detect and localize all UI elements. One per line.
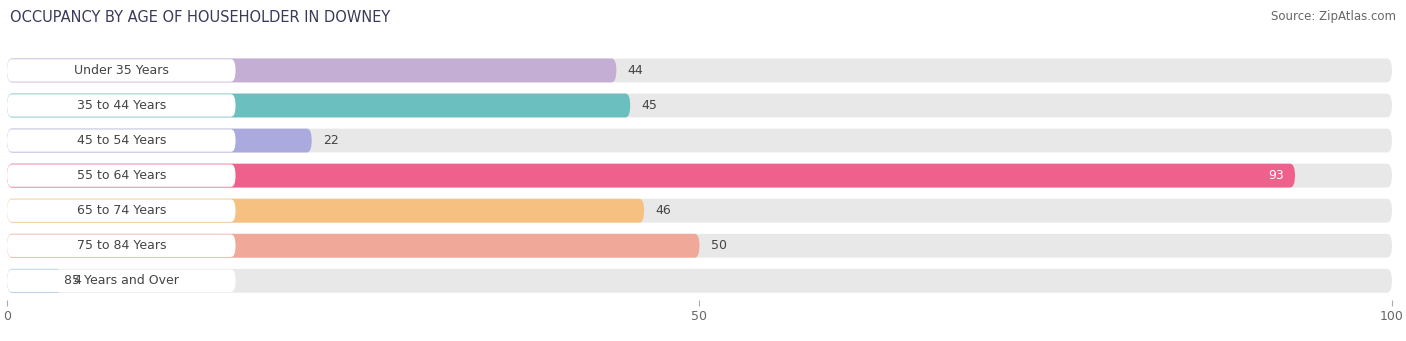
FancyBboxPatch shape: [7, 94, 236, 117]
FancyBboxPatch shape: [7, 93, 1392, 117]
Text: 46: 46: [655, 204, 671, 217]
Text: 35 to 44 Years: 35 to 44 Years: [77, 99, 166, 112]
Text: 44: 44: [627, 64, 643, 77]
Text: 75 to 84 Years: 75 to 84 Years: [76, 239, 166, 252]
FancyBboxPatch shape: [7, 129, 1392, 152]
FancyBboxPatch shape: [7, 164, 236, 187]
Text: 4: 4: [73, 274, 82, 287]
FancyBboxPatch shape: [7, 234, 1392, 258]
FancyBboxPatch shape: [7, 234, 700, 258]
Text: 65 to 74 Years: 65 to 74 Years: [76, 204, 166, 217]
Text: 50: 50: [710, 239, 727, 252]
FancyBboxPatch shape: [7, 269, 1392, 293]
FancyBboxPatch shape: [7, 164, 1295, 188]
Text: Source: ZipAtlas.com: Source: ZipAtlas.com: [1271, 10, 1396, 23]
Text: 85 Years and Over: 85 Years and Over: [63, 274, 179, 287]
Text: 55 to 64 Years: 55 to 64 Years: [76, 169, 166, 182]
FancyBboxPatch shape: [7, 235, 236, 257]
FancyBboxPatch shape: [7, 59, 1392, 83]
Text: Under 35 Years: Under 35 Years: [75, 64, 169, 77]
Text: 45 to 54 Years: 45 to 54 Years: [76, 134, 166, 147]
FancyBboxPatch shape: [7, 129, 236, 152]
FancyBboxPatch shape: [7, 129, 312, 152]
Text: 22: 22: [323, 134, 339, 147]
Text: 45: 45: [641, 99, 657, 112]
FancyBboxPatch shape: [7, 270, 236, 292]
FancyBboxPatch shape: [7, 93, 630, 117]
Text: 93: 93: [1268, 169, 1284, 182]
FancyBboxPatch shape: [7, 199, 236, 222]
Text: OCCUPANCY BY AGE OF HOUSEHOLDER IN DOWNEY: OCCUPANCY BY AGE OF HOUSEHOLDER IN DOWNE…: [10, 10, 389, 25]
FancyBboxPatch shape: [7, 164, 1392, 188]
FancyBboxPatch shape: [7, 199, 644, 223]
FancyBboxPatch shape: [7, 59, 616, 83]
FancyBboxPatch shape: [7, 59, 236, 81]
FancyBboxPatch shape: [7, 269, 62, 293]
FancyBboxPatch shape: [7, 199, 1392, 223]
